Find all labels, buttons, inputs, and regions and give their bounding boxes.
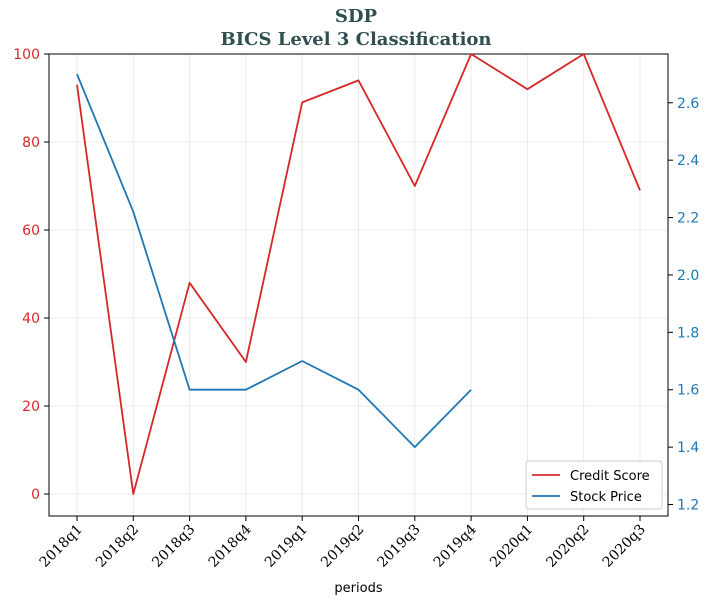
y-right-tick-label: 1.2 (677, 498, 699, 514)
y-left-tick-label: 60 (22, 223, 40, 239)
y-left-tick-label: 80 (22, 135, 40, 151)
legend-label: Stock Price (570, 490, 642, 505)
y-right-tick-label: 2.6 (677, 96, 699, 112)
y-right-tick-label: 2.2 (677, 211, 699, 227)
x-tick-label: 2018q4 (206, 521, 255, 570)
legend-label: Credit Score (570, 469, 650, 484)
legend-box (525, 460, 663, 510)
x-tick-label: 2019q4 (431, 521, 480, 570)
y-left-tick-label: 40 (22, 311, 40, 327)
y-left-tick-label: 20 (22, 399, 40, 415)
x-tick-label: 2020q2 (543, 522, 592, 571)
y-right-tick-label: 1.4 (677, 440, 699, 456)
x-tick-label: 2020q3 (600, 522, 649, 571)
chart-subtitle: BICS Level 3 Classification (220, 29, 492, 50)
stock-price-line (76, 73, 472, 448)
x-tick-label: 2019q1 (262, 522, 311, 571)
x-tick-label: 2018q1 (37, 522, 86, 571)
x-tick-label: 2019q3 (374, 522, 423, 571)
x-tick-label: 2018q2 (93, 522, 142, 571)
y-right-tick-label: 2.0 (677, 268, 699, 284)
x-tick-label: 2020q1 (487, 522, 536, 571)
y-left-tick-label: 0 (31, 487, 40, 503)
y-left-tick-label: 100 (13, 47, 40, 63)
x-axis-label: periods (334, 581, 382, 596)
x-tick-label: 2019q2 (318, 522, 367, 571)
y-right-tick-label: 2.4 (677, 153, 699, 169)
chart-title: SDP (334, 6, 378, 27)
x-tick-label: 2018q3 (149, 522, 198, 571)
y-right-tick-label: 1.6 (677, 383, 699, 399)
credit-score-line (76, 53, 641, 495)
y-right-tick-label: 1.8 (677, 325, 699, 341)
